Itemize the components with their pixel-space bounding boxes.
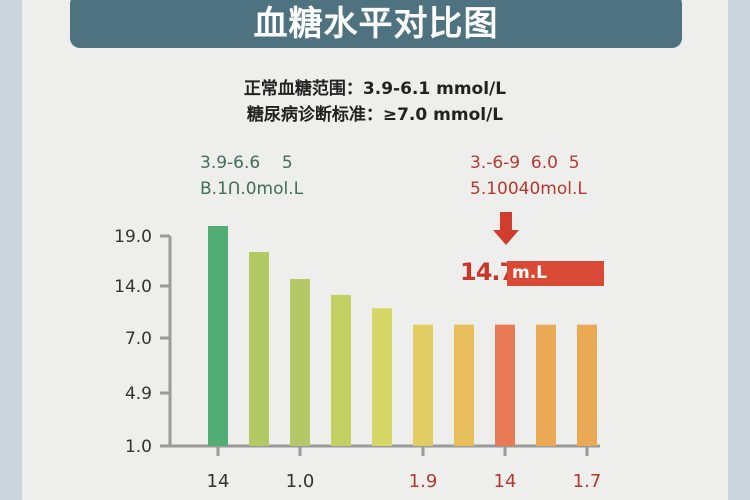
callout-unit-bar: m.L [507,261,604,286]
left-annotation-line1: 3.9-6.6 5 [200,153,293,173]
left-annotation: 3.9-6.6 5 B.1Ո.0mol.L [200,150,303,202]
left-annotation-line2: B.1Ո.0mol.L [200,179,304,199]
bar [536,324,556,446]
x-tick-label: 1.0 [286,471,315,492]
bar [454,324,474,446]
diabetes-criterion-text: 糖尿病诊断标准：≥7.0 mmol/L [246,105,504,125]
x-tick-label: 1.7 [573,471,602,492]
bar [290,279,310,446]
x-tick-label: 14 [494,471,517,492]
bar [372,308,392,446]
bar [495,324,515,446]
bar [208,226,228,446]
callout-value: 14.7 [460,258,516,286]
bar [331,294,351,446]
normal-range-text: 正常血糖范围：3.9-6.1 mmol/L [243,79,507,99]
right-annotation-line2: 5.10040mol.L [470,179,587,199]
bar [577,324,597,446]
y-tick-label: 19.0 [114,227,152,247]
arrow-down-icon [493,212,519,245]
y-tick-label: 7.0 [125,329,152,349]
page-title: 血糖水平对比图 [70,0,682,48]
bar [413,324,433,446]
x-tick-label: 14 [207,471,230,492]
bar [249,252,269,446]
y-tick-label: 1.0 [125,437,152,457]
y-tick-label: 14.0 [114,277,152,297]
right-annotation: 3.-6-9 6.0 5 5.10040mol.L [470,150,587,202]
x-tick-label: 1.9 [409,471,438,492]
right-annotation-line1: 3.-6-9 6.0 5 [470,153,580,173]
y-tick-label: 4.9 [125,384,152,404]
